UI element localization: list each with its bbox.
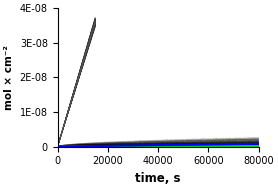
X-axis label: time, s: time, s bbox=[135, 172, 181, 185]
Y-axis label: mol × cm⁻²: mol × cm⁻² bbox=[4, 45, 14, 110]
